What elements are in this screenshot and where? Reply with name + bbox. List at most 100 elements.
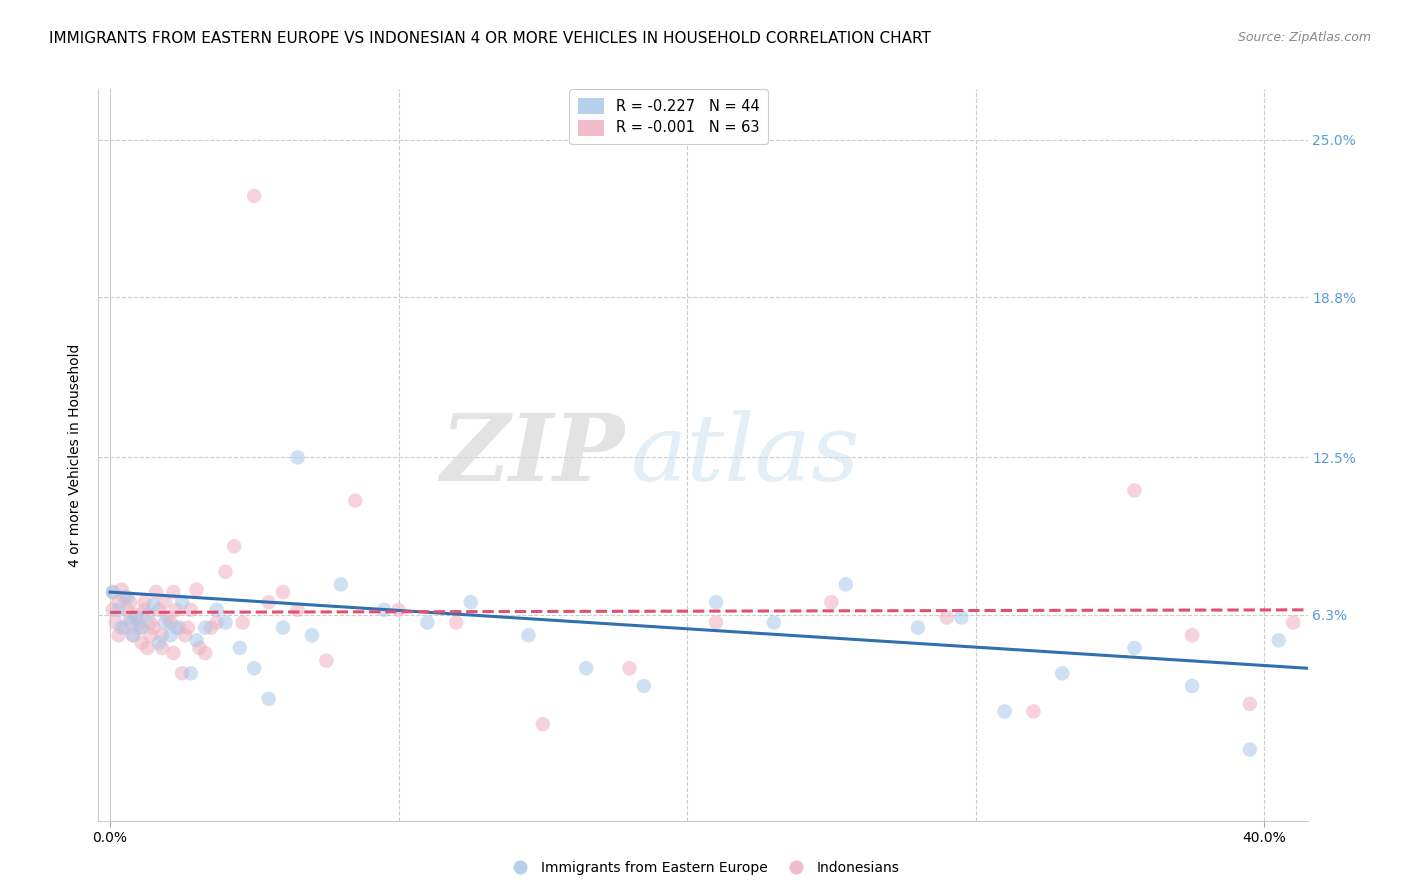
Point (134, 603, 156, 617)
Point (1123, 483, 1146, 498)
Text: Source: ZipAtlas.com: Source: ZipAtlas.com (1237, 31, 1371, 45)
Point (200, 621, 222, 635)
Point (820, 595, 842, 609)
Point (142, 598, 165, 612)
Point (301, 628, 323, 642)
Point (835, 577, 858, 591)
Point (120, 610, 142, 624)
Point (156, 610, 179, 624)
Point (205, 615, 228, 630)
Point (107, 595, 129, 609)
Point (120, 595, 142, 609)
Point (446, 615, 468, 630)
Point (107, 628, 129, 642)
Point (287, 603, 309, 617)
Point (101, 603, 124, 617)
Point (150, 628, 173, 642)
Point (993, 705, 1015, 719)
Point (575, 661, 598, 675)
Point (159, 628, 181, 642)
Point (460, 595, 482, 609)
Point (139, 628, 162, 642)
Point (122, 628, 145, 642)
Point (174, 628, 197, 642)
Point (131, 636, 153, 650)
Point (194, 646, 217, 660)
Point (148, 636, 170, 650)
Point (186, 633, 208, 648)
Point (257, 691, 280, 706)
Point (344, 493, 367, 508)
Point (762, 615, 785, 630)
Point (180, 603, 202, 617)
Point (205, 603, 228, 617)
Point (153, 615, 176, 630)
Point (1239, 742, 1261, 756)
Point (177, 621, 200, 635)
Text: atlas: atlas (630, 410, 860, 500)
Point (315, 654, 337, 668)
Point (271, 585, 294, 599)
Point (112, 590, 135, 604)
Point (243, 661, 266, 675)
Point (117, 603, 139, 617)
Point (907, 621, 929, 635)
Point (101, 585, 124, 599)
Point (1123, 640, 1146, 655)
Point (162, 646, 184, 660)
Point (153, 595, 176, 609)
Point (101, 585, 124, 599)
Point (139, 615, 162, 630)
Legend: R = -0.227   N = 44, R = -0.001   N = 63: R = -0.227 N = 44, R = -0.001 N = 63 (569, 89, 768, 145)
Point (172, 595, 194, 609)
Point (180, 666, 202, 681)
Point (1282, 615, 1305, 630)
Point (167, 621, 190, 635)
Text: ZIP: ZIP (440, 410, 624, 500)
Point (373, 603, 395, 617)
Point (145, 585, 167, 599)
Point (531, 717, 554, 731)
Point (1052, 666, 1074, 681)
Point (159, 615, 181, 630)
Point (243, 189, 266, 203)
Point (387, 603, 409, 617)
Point (214, 615, 236, 630)
Point (194, 621, 217, 635)
Point (131, 621, 153, 635)
Point (148, 603, 170, 617)
Point (128, 621, 150, 635)
Point (165, 621, 187, 635)
Point (125, 610, 148, 624)
Point (1181, 628, 1204, 642)
Point (704, 615, 727, 630)
Point (162, 585, 184, 599)
Point (172, 666, 194, 681)
Point (619, 661, 641, 675)
Point (257, 595, 280, 609)
Y-axis label: 4 or more Vehicles in Household: 4 or more Vehicles in Household (69, 343, 83, 566)
Text: IMMIGRANTS FROM EASTERN EUROPE VS INDONESIAN 4 OR MORE VEHICLES IN HOUSEHOLD COR: IMMIGRANTS FROM EASTERN EUROPE VS INDONE… (49, 31, 931, 46)
Point (935, 610, 957, 624)
Point (110, 621, 132, 635)
Point (136, 640, 159, 655)
Point (134, 595, 156, 609)
Point (125, 607, 148, 622)
Point (271, 621, 294, 635)
Point (517, 628, 540, 642)
Point (117, 590, 139, 604)
Point (120, 615, 142, 630)
Point (104, 615, 127, 630)
Point (1267, 633, 1289, 648)
Point (110, 582, 132, 597)
Point (950, 610, 973, 624)
Point (186, 582, 208, 597)
Point (416, 615, 439, 630)
Point (136, 607, 159, 622)
Point (1239, 697, 1261, 711)
Point (188, 640, 211, 655)
Point (122, 628, 145, 642)
Point (222, 539, 245, 553)
Point (1022, 705, 1045, 719)
Point (150, 640, 173, 655)
